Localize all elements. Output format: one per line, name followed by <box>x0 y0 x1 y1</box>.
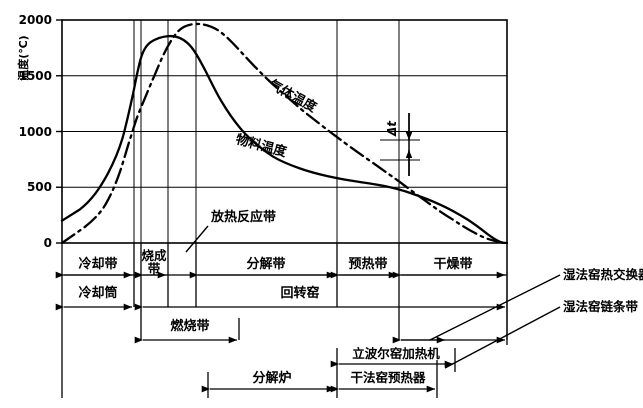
equipment-label-lepol-heater: 立波尔窑加热机 <box>352 346 440 361</box>
y-axis-label: 温度(℃) <box>16 35 30 80</box>
y-tick-0: 0 <box>44 236 52 250</box>
zone-label-decomposition: 分解带 <box>246 256 285 272</box>
exothermic-zone-label: 放热反应带 <box>210 209 276 225</box>
y-tick-1500: 1500 <box>19 69 52 83</box>
zone-label-cooling: 冷却带 <box>78 256 117 272</box>
material-temperature-label: 物料温度 <box>234 131 289 160</box>
y-tick-500: 500 <box>27 180 52 194</box>
gas-temperature-curve <box>60 22 509 245</box>
equipment-label-dry-preheater: 干法窑预热器 <box>350 370 426 385</box>
exothermic-leader-line <box>185 225 209 253</box>
y-tick-1000: 1000 <box>19 125 52 139</box>
y-tick-2000: 2000 <box>19 13 52 27</box>
delta-t-label: Δt <box>385 120 399 137</box>
gas-temperature-label: 气体温度 <box>266 77 320 117</box>
zone-label-drying: 干燥带 <box>433 256 472 272</box>
equipment-label-cooler: 冷却筒 <box>78 285 117 301</box>
delta-t-marker <box>380 113 420 176</box>
y-axis-ticks <box>56 19 62 244</box>
zone-label-preheat: 预热带 <box>348 256 387 272</box>
equipment-label-rotary-kiln: 回转窑 <box>280 285 319 301</box>
zone-label-burning-1: 烧成带 <box>141 248 167 276</box>
material-temperature-curve <box>60 34 509 245</box>
equipment-label-calciner: 分解炉 <box>252 370 291 386</box>
equipment-label-burning-zone: 燃烧带 <box>170 318 209 334</box>
callout-label-wet-kiln-chain-zone: 湿法窑链条带 <box>563 299 639 314</box>
callout-label-wet-kiln-heat-exchanger: 湿法窑热交换器 <box>563 267 643 282</box>
callout-leader-lines <box>429 274 561 369</box>
